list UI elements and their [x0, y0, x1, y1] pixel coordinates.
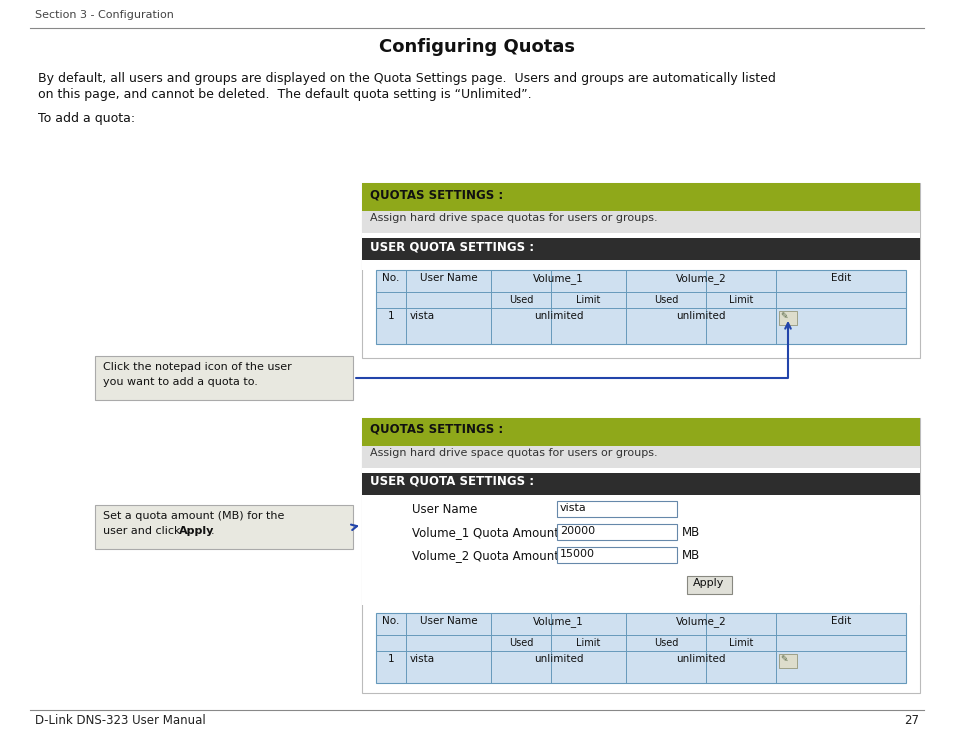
FancyBboxPatch shape: [375, 270, 905, 344]
Text: you want to add a quota to.: you want to add a quota to.: [103, 377, 257, 387]
FancyBboxPatch shape: [361, 468, 919, 473]
Text: 15000: 15000: [559, 549, 595, 559]
Text: MB: MB: [681, 549, 700, 562]
Text: To add a quota:: To add a quota:: [38, 112, 135, 125]
Text: unlimited: unlimited: [533, 311, 582, 321]
Text: By default, all users and groups are displayed on the Quota Settings page.  User: By default, all users and groups are dis…: [38, 72, 775, 85]
Text: ✎: ✎: [780, 312, 786, 321]
FancyBboxPatch shape: [375, 613, 905, 683]
FancyBboxPatch shape: [361, 183, 919, 358]
FancyBboxPatch shape: [557, 501, 677, 517]
Text: Used: Used: [653, 295, 678, 305]
FancyBboxPatch shape: [557, 547, 677, 563]
FancyBboxPatch shape: [361, 473, 919, 495]
Text: Assign hard drive space quotas for users or groups.: Assign hard drive space quotas for users…: [370, 213, 657, 223]
FancyBboxPatch shape: [361, 260, 919, 270]
Text: Volume_2 Quota Amount: Volume_2 Quota Amount: [412, 549, 558, 562]
Text: 1: 1: [387, 311, 394, 321]
FancyBboxPatch shape: [361, 183, 919, 211]
Text: MB: MB: [681, 526, 700, 539]
Text: Assign hard drive space quotas for users or groups.: Assign hard drive space quotas for users…: [370, 448, 657, 458]
FancyBboxPatch shape: [95, 356, 353, 400]
Text: Apply: Apply: [693, 578, 724, 588]
FancyBboxPatch shape: [361, 446, 919, 468]
Text: No.: No.: [382, 273, 399, 283]
Text: Volume_2: Volume_2: [675, 273, 725, 284]
Text: Click the notepad icon of the user: Click the notepad icon of the user: [103, 362, 292, 372]
Text: Used: Used: [508, 295, 533, 305]
Text: Volume_1: Volume_1: [533, 273, 583, 284]
Text: User Name: User Name: [419, 616, 476, 626]
Text: Edit: Edit: [830, 273, 850, 283]
Text: QUOTAS SETTINGS :: QUOTAS SETTINGS :: [370, 188, 503, 201]
FancyBboxPatch shape: [557, 524, 677, 540]
FancyBboxPatch shape: [686, 576, 731, 594]
Text: Used: Used: [508, 638, 533, 648]
Text: Configuring Quotas: Configuring Quotas: [378, 38, 575, 56]
Text: User Name: User Name: [419, 273, 476, 283]
Text: QUOTAS SETTINGS :: QUOTAS SETTINGS :: [370, 423, 503, 436]
FancyBboxPatch shape: [361, 233, 919, 238]
Text: Volume_1 Quota Amount: Volume_1 Quota Amount: [412, 526, 558, 539]
Text: .: .: [211, 526, 214, 536]
Text: Used: Used: [653, 638, 678, 648]
Text: vista: vista: [559, 503, 586, 513]
Text: No.: No.: [382, 616, 399, 626]
FancyBboxPatch shape: [361, 211, 919, 233]
FancyBboxPatch shape: [361, 238, 919, 260]
Text: Limit: Limit: [576, 638, 600, 648]
Text: unlimited: unlimited: [533, 654, 582, 664]
Text: vista: vista: [410, 311, 435, 321]
FancyBboxPatch shape: [361, 418, 919, 693]
Text: 27: 27: [903, 714, 918, 727]
Text: USER QUOTA SETTINGS :: USER QUOTA SETTINGS :: [370, 240, 534, 253]
Text: User Name: User Name: [412, 503, 476, 516]
FancyBboxPatch shape: [779, 654, 796, 668]
Text: Limit: Limit: [728, 638, 753, 648]
Text: 20000: 20000: [559, 526, 595, 536]
FancyBboxPatch shape: [361, 495, 919, 605]
Text: on this page, and cannot be deleted.  The default quota setting is “Unlimited”.: on this page, and cannot be deleted. The…: [38, 88, 531, 101]
FancyBboxPatch shape: [779, 311, 796, 325]
Text: Section 3 - Configuration: Section 3 - Configuration: [35, 10, 173, 20]
Text: Volume_1: Volume_1: [533, 616, 583, 627]
Text: Set a quota amount (MB) for the: Set a quota amount (MB) for the: [103, 511, 284, 521]
Text: Limit: Limit: [576, 295, 600, 305]
Text: unlimited: unlimited: [676, 654, 725, 664]
FancyBboxPatch shape: [95, 505, 353, 549]
Text: Limit: Limit: [728, 295, 753, 305]
Text: D-Link DNS-323 User Manual: D-Link DNS-323 User Manual: [35, 714, 206, 727]
Text: unlimited: unlimited: [676, 311, 725, 321]
Text: Apply: Apply: [179, 526, 214, 536]
Text: Edit: Edit: [830, 616, 850, 626]
Text: user and click: user and click: [103, 526, 184, 536]
Text: 1: 1: [387, 654, 394, 664]
Text: ✎: ✎: [780, 655, 786, 664]
Text: USER QUOTA SETTINGS :: USER QUOTA SETTINGS :: [370, 475, 534, 488]
Text: vista: vista: [410, 654, 435, 664]
FancyBboxPatch shape: [361, 418, 919, 446]
Text: Volume_2: Volume_2: [675, 616, 725, 627]
